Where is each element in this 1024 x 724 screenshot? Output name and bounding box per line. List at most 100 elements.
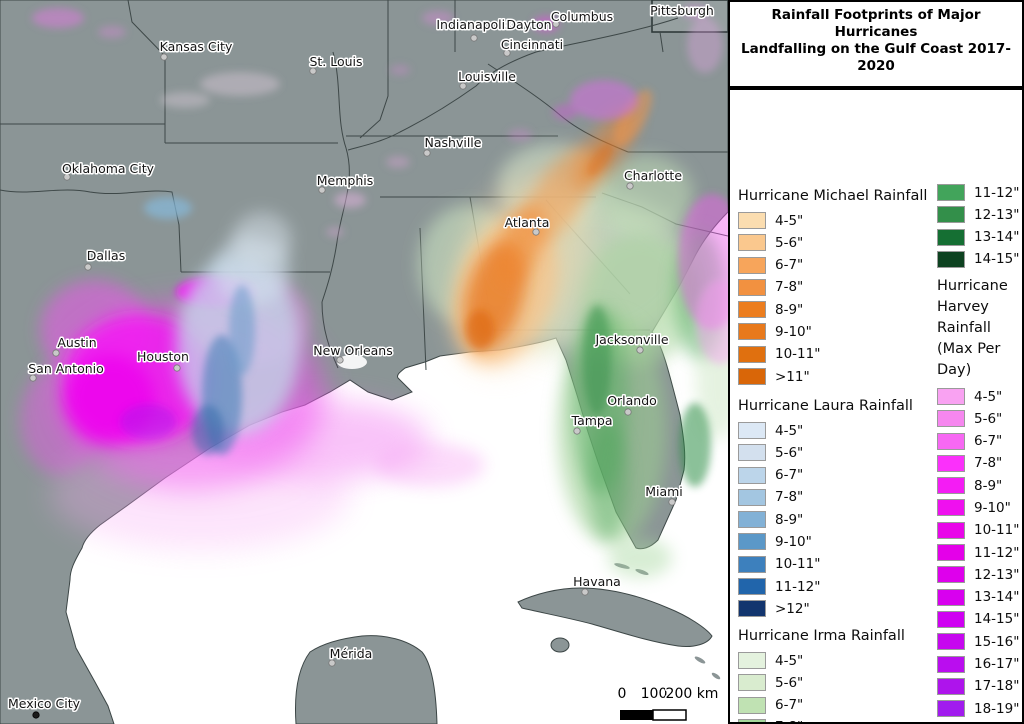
legend-range-label: 6-7"	[775, 697, 804, 714]
legend-range-label: 4-5"	[775, 652, 804, 669]
legend-row: 14-15"	[937, 610, 1022, 628]
legend-range-label: 10-11"	[974, 522, 1020, 539]
legend-range-label: 12-13"	[974, 206, 1020, 223]
legend-color-swatch	[738, 212, 766, 229]
legend-row: 5-6"	[738, 234, 927, 252]
city-label: Miami	[645, 484, 683, 499]
legend-row: 10-11"	[738, 555, 913, 573]
legend-color-swatch	[937, 250, 965, 268]
legend-color-swatch	[738, 533, 766, 551]
city-dot	[624, 408, 632, 416]
cuba-island	[517, 587, 713, 647]
legend-range-label: 12-13"	[974, 566, 1020, 583]
scale-label-200: 200 km	[666, 686, 719, 702]
legend-color-swatch	[937, 655, 965, 673]
legend-range-label: 7-8"	[775, 279, 804, 296]
legend-section-title: Hurricane Harvey Rainfall (Max Per Day)	[937, 278, 1008, 378]
legend-range-label: 11-12"	[775, 578, 821, 595]
legend-range-label: 11-12"	[974, 544, 1020, 561]
city-dot	[626, 182, 634, 190]
legend-range-label: 5-6"	[775, 444, 804, 461]
city-dot	[84, 263, 92, 271]
legend-color-swatch	[738, 488, 766, 506]
city-label: Columbus	[551, 9, 613, 24]
legend-color-swatch	[738, 278, 766, 296]
legend-row: 8-9"	[937, 477, 1022, 495]
city-label: Charlotte	[624, 168, 682, 183]
legend-row: 9-10"	[937, 499, 1022, 517]
city-dot	[32, 711, 40, 719]
city-label: Atlanta	[505, 215, 550, 230]
scale-bar: 0 100 200 km	[616, 685, 720, 721]
legend-row: 10-11"	[738, 345, 927, 363]
city-label: Kansas City	[160, 39, 233, 54]
city-label: Mexico City	[8, 696, 81, 711]
legend-range-label: >12"	[775, 600, 810, 617]
map-title-line1: Rainfall Footprints of Major Hurricanes	[771, 7, 981, 40]
legend-color-swatch	[937, 677, 965, 695]
legend-range-label: 11-12"	[974, 184, 1020, 201]
city-dot	[668, 498, 676, 506]
legend-body: Hurricane Michael Rainfall 4-5" 5-6" 6-7" 7-…	[728, 88, 1024, 724]
legend-range-label: 6-7"	[775, 257, 804, 274]
legend-color-swatch	[937, 588, 965, 606]
city-dot	[309, 67, 317, 75]
legend-color-swatch	[738, 555, 766, 573]
legend-row: 6-7"	[738, 696, 905, 714]
city-dot	[532, 228, 540, 236]
legend-color-swatch	[738, 301, 766, 319]
yucatan-peninsula	[295, 635, 438, 724]
legend-range-label: 15-16"	[974, 633, 1020, 650]
legend-range-label: 8-9"	[775, 301, 804, 318]
legend-color-swatch	[937, 477, 965, 495]
legend-color-swatch	[937, 228, 965, 246]
legend-section-irma_cont: 11-12" 12-13" 13-14" 14-15"	[937, 184, 1019, 273]
city-label: Austin	[57, 335, 96, 350]
laura-rainfall-footprint	[144, 197, 300, 455]
legend-color-swatch	[738, 466, 766, 484]
scattered-rain-patches	[32, 5, 728, 364]
legend-color-swatch	[738, 256, 766, 274]
legend-range-label: 4-5"	[775, 212, 804, 229]
legend-row: 6-7"	[738, 256, 927, 274]
city-dot	[423, 149, 431, 157]
legend-range-label: 4-5"	[775, 422, 804, 439]
legend-row: 5-6"	[937, 410, 1022, 428]
legend-range-label: 5-6"	[775, 234, 804, 251]
legend-color-swatch	[937, 521, 965, 539]
isle-of-youth	[550, 637, 570, 653]
city-label: Houston	[137, 349, 189, 364]
city-dot	[160, 53, 168, 61]
legend-range-label: 8-9"	[775, 511, 804, 528]
legend-color-swatch	[738, 511, 766, 529]
scale-label-0: 0	[618, 686, 627, 702]
legend-range-label: 14-15"	[974, 611, 1020, 628]
legend-row: >11"	[738, 368, 927, 386]
legend-range-label: 17-18"	[974, 678, 1020, 695]
legend-row: 4-5"	[937, 388, 1022, 405]
legend-range-label: 13-14"	[974, 229, 1020, 246]
legend-range-label: 9-10"	[775, 533, 812, 550]
legend-row: 6-7"	[937, 432, 1022, 450]
scale-bar-black-segment	[620, 710, 653, 720]
legend-range-label: 6-7"	[974, 433, 1003, 450]
legend-row: 7-8"	[738, 488, 913, 506]
map-svg: Kansas City St. Louis Oklahoma City Dallas M…	[0, 0, 728, 724]
legend-range-label: 7-8"	[775, 719, 803, 722]
legend-row: 5-6"	[738, 444, 913, 462]
legend-row: 13-14"	[937, 228, 1020, 246]
city-label: Oklahoma City	[62, 161, 155, 176]
legend-panel: Rainfall Footprints of Major Hurricanes …	[728, 0, 1024, 724]
legend-color-swatch	[738, 578, 766, 596]
legend-row: 4-5"	[738, 212, 927, 229]
small-island	[711, 672, 721, 680]
city-label: Tampa	[571, 413, 613, 428]
legend-row: 4-5"	[738, 652, 905, 669]
legend-color-swatch	[738, 323, 766, 341]
legend-section-michael: Hurricane Michael Rainfall 4-5" 5-6" 6-7" 7-…	[738, 186, 927, 390]
city-dot	[470, 34, 478, 42]
city-dot	[541, 20, 549, 28]
legend-row: 16-17"	[937, 655, 1022, 673]
legend-row: 7-8"	[937, 454, 1022, 472]
city-label: Memphis	[317, 173, 374, 188]
